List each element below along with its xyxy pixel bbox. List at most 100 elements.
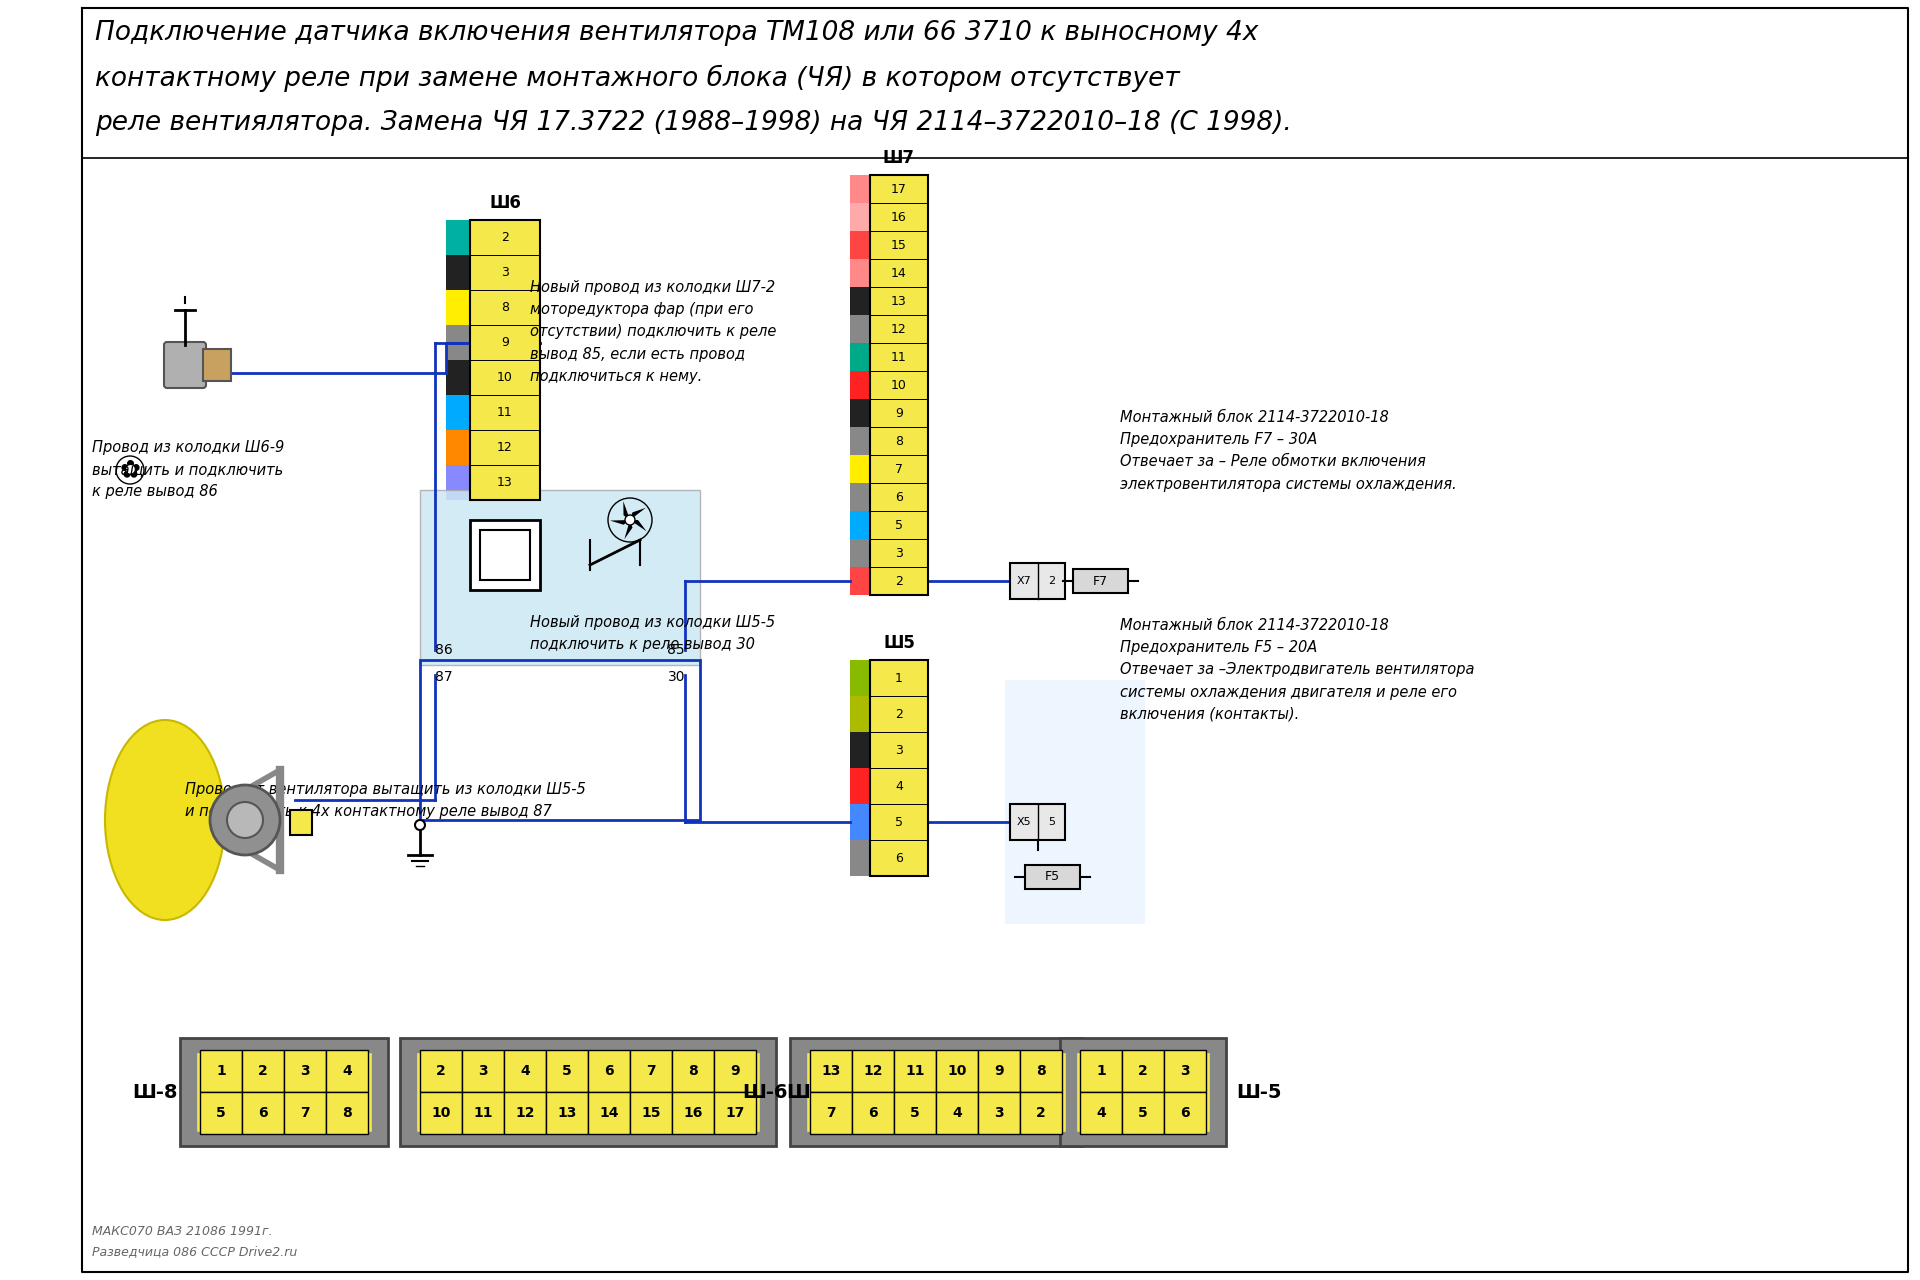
Text: Ш6: Ш6 <box>490 195 520 212</box>
Text: 15: 15 <box>891 238 906 251</box>
Text: 14: 14 <box>599 1106 618 1120</box>
Bar <box>242 1092 284 1134</box>
Circle shape <box>415 820 424 829</box>
Ellipse shape <box>106 719 225 920</box>
Bar <box>630 1050 672 1092</box>
Bar <box>851 454 870 483</box>
Text: Провод от вентилятора вытащить из колодки Ш5-5
и подключить к 4х контактному рел: Провод от вентилятора вытащить из колодк… <box>184 782 586 819</box>
Text: 1: 1 <box>895 672 902 685</box>
FancyBboxPatch shape <box>163 342 205 388</box>
Bar <box>810 1092 852 1134</box>
Bar <box>1020 1092 1062 1134</box>
Text: 11: 11 <box>497 406 513 419</box>
Text: 13: 13 <box>497 476 513 489</box>
Bar <box>1121 1050 1164 1092</box>
Text: 3: 3 <box>478 1064 488 1078</box>
Bar <box>851 204 870 230</box>
Text: Монтажный блок 2114-3722010-18
Предохранитель F7 – 30А
Отвечает за – Реле обмотк: Монтажный блок 2114-3722010-18 Предохран… <box>1119 410 1457 492</box>
Bar <box>714 1050 756 1092</box>
Text: Ш5: Ш5 <box>883 634 916 652</box>
Text: 3: 3 <box>501 266 509 279</box>
Text: 15: 15 <box>641 1106 660 1120</box>
Bar <box>851 287 870 315</box>
Text: 5: 5 <box>1139 1106 1148 1120</box>
Text: 5: 5 <box>1048 817 1054 827</box>
Text: 12: 12 <box>515 1106 536 1120</box>
Text: 9: 9 <box>501 337 509 349</box>
Polygon shape <box>417 1052 760 1132</box>
Bar <box>870 175 927 595</box>
Text: 6: 6 <box>257 1106 267 1120</box>
Text: 11: 11 <box>904 1064 925 1078</box>
Bar <box>463 1050 505 1092</box>
Bar <box>200 1050 242 1092</box>
Bar <box>937 1092 977 1134</box>
Bar <box>445 325 470 360</box>
Bar <box>852 1050 895 1092</box>
Bar <box>1079 1050 1121 1092</box>
Bar <box>463 1092 505 1134</box>
Bar <box>588 1092 630 1134</box>
Bar <box>851 399 870 428</box>
Polygon shape <box>806 1052 1066 1132</box>
Polygon shape <box>630 508 645 520</box>
Text: 7: 7 <box>647 1064 657 1078</box>
Bar <box>470 220 540 500</box>
Text: 16: 16 <box>891 210 906 224</box>
Bar <box>895 1092 937 1134</box>
Bar <box>445 465 470 500</box>
Circle shape <box>626 515 636 525</box>
Bar <box>505 1050 545 1092</box>
Text: Ш-8: Ш-8 <box>132 1083 179 1102</box>
Text: Провод из колодки Ш6-9
вытащить и подключить
к реле вывод 86: Провод из колодки Ш6-9 вытащить и подклю… <box>92 440 284 499</box>
Bar <box>630 1092 672 1134</box>
Bar <box>470 520 540 590</box>
Text: 10: 10 <box>891 379 906 392</box>
Text: 4: 4 <box>342 1064 351 1078</box>
Bar <box>672 1092 714 1134</box>
Bar <box>545 1050 588 1092</box>
Bar <box>851 230 870 259</box>
Bar <box>851 804 870 840</box>
Bar <box>851 428 870 454</box>
Text: Ш-5: Ш-5 <box>1236 1083 1281 1102</box>
Polygon shape <box>611 520 630 525</box>
Text: Новый провод из колодки Ш5-5
подключить к реле вывод 30: Новый провод из колодки Ш5-5 подключить … <box>530 614 776 653</box>
Text: 7: 7 <box>826 1106 835 1120</box>
Bar <box>714 1092 756 1134</box>
Bar <box>810 1050 852 1092</box>
Bar <box>1121 1092 1164 1134</box>
Text: 8: 8 <box>342 1106 351 1120</box>
Bar <box>851 660 870 696</box>
Text: 2: 2 <box>895 575 902 588</box>
Bar <box>895 1050 937 1092</box>
Bar <box>445 430 470 465</box>
Bar <box>851 768 870 804</box>
Bar <box>284 1050 326 1092</box>
Bar <box>284 1092 326 1134</box>
Text: 1: 1 <box>217 1064 227 1078</box>
Text: 9: 9 <box>895 407 902 420</box>
Bar <box>445 396 470 430</box>
Bar <box>420 490 701 666</box>
Text: 12: 12 <box>891 323 906 335</box>
Text: 2: 2 <box>1048 576 1054 586</box>
Text: 86: 86 <box>436 643 453 657</box>
Circle shape <box>209 785 280 855</box>
Text: 2: 2 <box>501 230 509 244</box>
Bar <box>1010 804 1066 840</box>
Bar <box>445 220 470 255</box>
Text: 8: 8 <box>501 301 509 314</box>
Bar <box>852 1092 895 1134</box>
Bar <box>851 343 870 371</box>
Bar <box>1020 1050 1062 1092</box>
Text: 12: 12 <box>497 442 513 454</box>
Bar <box>445 255 470 291</box>
Text: 4: 4 <box>952 1106 962 1120</box>
Text: 17: 17 <box>726 1106 745 1120</box>
Bar <box>1079 1092 1121 1134</box>
Text: Ш-7: Ш-7 <box>785 1083 831 1102</box>
Text: ✿: ✿ <box>119 458 140 483</box>
Text: 6: 6 <box>1181 1106 1190 1120</box>
Bar <box>851 175 870 204</box>
